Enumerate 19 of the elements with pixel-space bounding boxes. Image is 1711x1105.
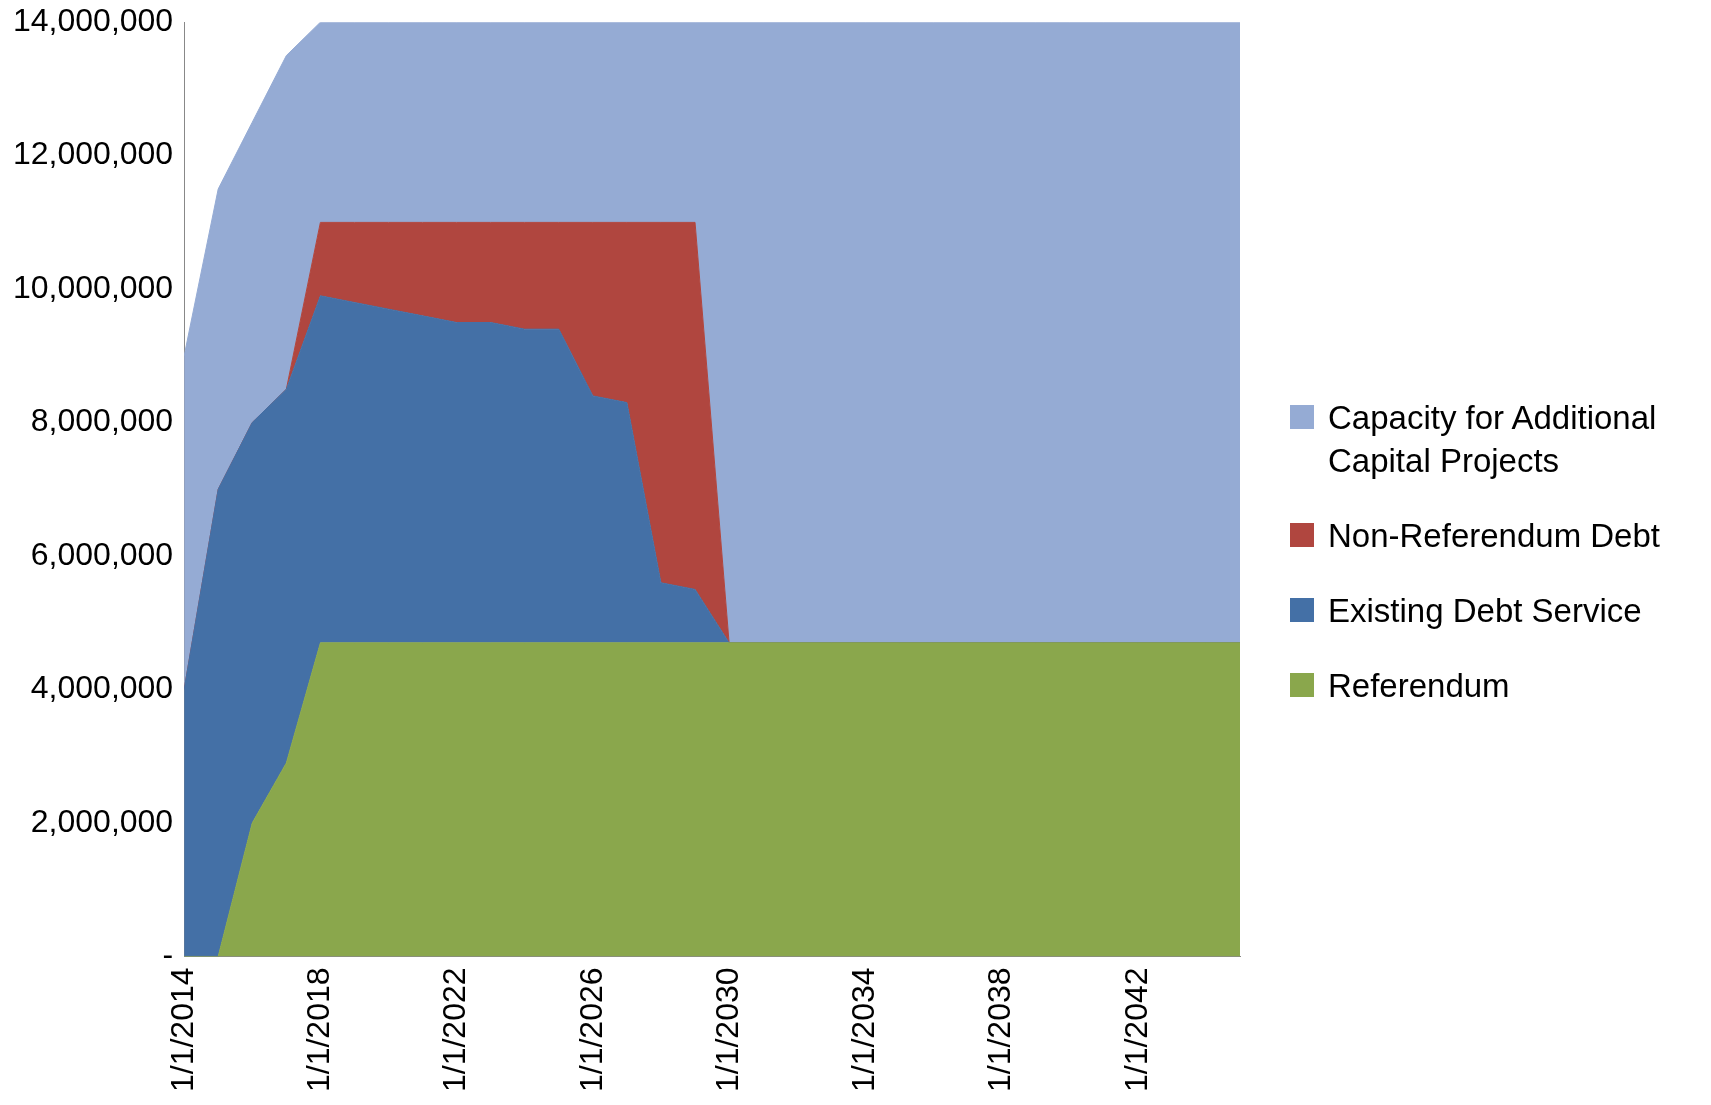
y-tick-label: 4,000,000 (30, 669, 174, 706)
legend-label: Referendum (1328, 665, 1510, 706)
y-tick-label: 6,000,000 (30, 535, 174, 572)
legend-label: Non-Referendum Debt (1328, 516, 1660, 557)
x-tick-label: 1/1/2030 (708, 967, 745, 1092)
x-tick-label: 1/1/2014 (163, 967, 200, 1092)
y-tick-label: 14,000,000 (13, 2, 174, 39)
legend-label: Existing Debt Service (1328, 590, 1642, 631)
y-tick-label: 2,000,000 (30, 802, 174, 839)
y-tick-label: 8,000,000 (30, 402, 174, 439)
x-tick-label: 1/1/2042 (1117, 967, 1154, 1092)
x-tick-label: 1/1/2034 (845, 967, 882, 1092)
x-tick-label: 1/1/2022 (436, 967, 473, 1092)
y-tick-label: 12,000,000 (13, 135, 174, 172)
x-tick-label: 1/1/2038 (981, 967, 1018, 1092)
x-tick-label: 1/1/2026 (572, 967, 609, 1092)
legend-label: Capacity for Additional Capital Projects (1328, 398, 1658, 482)
y-tick-label: 10,000,000 (13, 268, 174, 305)
x-tick-label: 1/1/2018 (300, 967, 337, 1092)
